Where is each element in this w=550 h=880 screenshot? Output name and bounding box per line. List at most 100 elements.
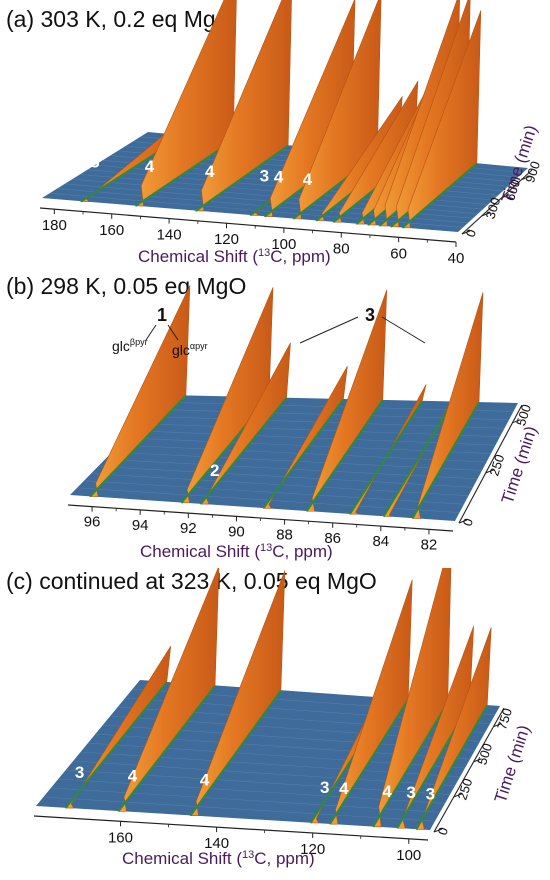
peak-foot <box>199 397 288 505</box>
x-axis-label-part: Chemical Shift ( <box>122 849 242 868</box>
x-axis-label: Chemical Shift (13C, ppm) <box>122 849 315 868</box>
time-tick <box>453 793 463 798</box>
peak-label: 3 <box>406 783 415 802</box>
x-tick-label: 180 <box>42 217 67 234</box>
time-tick <box>461 230 471 235</box>
x-axis-label-part: Chemical Shift ( <box>138 247 258 266</box>
peak-label: 3 <box>260 166 269 185</box>
glc-alpha-label: glcαpyr <box>172 341 208 358</box>
glc-alpha-sup: αpyr <box>190 341 208 351</box>
peak-foot <box>415 704 489 830</box>
x-tick-label: 140 <box>204 835 229 852</box>
peak-foot <box>189 689 282 817</box>
peak-label: 4 <box>128 766 138 785</box>
glc-beta-label: glcβpyr <box>112 337 148 354</box>
glc-alpha-base: glc <box>172 342 190 358</box>
group-bracket-3 <box>299 316 359 344</box>
x-axis-label: Chemical Shift (13C, ppm) <box>138 247 331 266</box>
glc-beta-sup: βpyr <box>130 337 148 347</box>
group-label-1: 1 <box>157 305 167 325</box>
x-axis-label-part: C, ppm) <box>254 849 314 868</box>
x-tick-label: 120 <box>214 231 239 248</box>
peak-foot <box>372 701 449 828</box>
peak-label: 4 <box>274 168 284 187</box>
time-tick <box>501 194 510 199</box>
peak-foot <box>64 681 168 809</box>
peak-foot <box>349 400 423 515</box>
time-tick-label: 250 <box>454 777 475 802</box>
panel-title: (c) continued at 323 K, 0.05 eq MgO <box>6 568 377 594</box>
peak-foot <box>262 398 345 509</box>
peak-foot <box>411 401 480 519</box>
time-tick <box>485 469 494 474</box>
peak-label: 4 <box>303 170 313 189</box>
x-axis-line <box>39 207 457 243</box>
baseline-stripe <box>50 787 441 813</box>
panel-a: (a) 303 K, 0.2 eq MgO 3 4 4 3 4 4 180 160 140 120… <box>0 0 550 285</box>
x-tick-label: 160 <box>108 829 133 846</box>
x-tick-label: 86 <box>324 530 341 547</box>
panel-title: (b) 298 K, 0.05 eq MgO <box>6 273 247 299</box>
time-tick-label: 600 <box>502 177 523 202</box>
time-axis-line <box>433 707 505 833</box>
panel-title: (a) 303 K, 0.2 eq MgO <box>6 6 234 32</box>
time-tick-label: 900 <box>522 159 543 184</box>
peak-label: 3 <box>320 778 329 797</box>
peak-label: 3 <box>426 784 435 803</box>
time-tick-label: 0 <box>460 516 477 528</box>
x-tick-label: 88 <box>276 527 293 544</box>
peak-label: 4 <box>205 162 215 181</box>
peak-label: 4 <box>145 157 155 176</box>
x-tick-label: 40 <box>448 250 465 267</box>
group-bracket-1 <box>145 324 157 341</box>
x-tick-label: 82 <box>421 536 438 553</box>
x-axis-label-part: C, ppm) <box>272 542 332 561</box>
time-tick <box>433 828 443 833</box>
group-label-3: 3 <box>365 305 375 325</box>
baseline-stripe <box>43 796 436 822</box>
x-tick-label: 84 <box>372 533 389 550</box>
x-tick-label: 160 <box>99 222 124 239</box>
peak-foot <box>117 685 216 812</box>
time-tick-label: 0 <box>463 227 480 239</box>
time-tick <box>521 176 530 181</box>
x-axis-label-sup: 13 <box>258 247 270 259</box>
time-tick <box>481 212 491 217</box>
panel-b: (b) 298 K, 0.05 eq MgO 2 96 94 92 90 88 86 84 82… <box>0 273 550 568</box>
glc-beta-base: glc <box>112 338 130 354</box>
group-bracket-3 <box>381 316 426 344</box>
x-tick-label: 140 <box>157 227 182 244</box>
peak-label: 2 <box>210 461 219 480</box>
x-tick-label: 120 <box>300 841 325 858</box>
x-tick-label: 100 <box>271 236 296 253</box>
peak-label: 3 <box>90 153 99 172</box>
peak-foot <box>195 144 289 212</box>
time-tick <box>458 519 468 524</box>
x-tick-label: 60 <box>390 245 407 262</box>
x-axis-label-part: Chemical Shift ( <box>140 542 260 561</box>
time-tick <box>473 758 482 763</box>
peak-label: 4 <box>382 782 392 801</box>
time-tick <box>512 419 521 424</box>
x-axis-line <box>33 815 429 841</box>
peak-foot <box>134 139 234 207</box>
time-tick <box>493 723 502 728</box>
x-axis-label-sup: 13 <box>242 849 254 861</box>
time-tick-label: 250 <box>486 453 507 478</box>
x-tick-label: 90 <box>228 523 245 540</box>
peak-foot <box>329 699 410 825</box>
peak-foot <box>89 394 187 498</box>
group-bracket-1 <box>167 324 179 341</box>
time-tick-label: 750 <box>494 706 515 731</box>
time-tick-label: 300 <box>482 196 503 221</box>
x-axis-label: Chemical Shift (13C, ppm) <box>140 542 333 561</box>
x-axis-label-sup: 13 <box>260 542 272 554</box>
x-tick-label: 94 <box>132 517 149 534</box>
peak-label: 4 <box>339 779 349 798</box>
time-tick-label: 500 <box>513 402 534 427</box>
x-tick-label: 96 <box>84 514 101 531</box>
